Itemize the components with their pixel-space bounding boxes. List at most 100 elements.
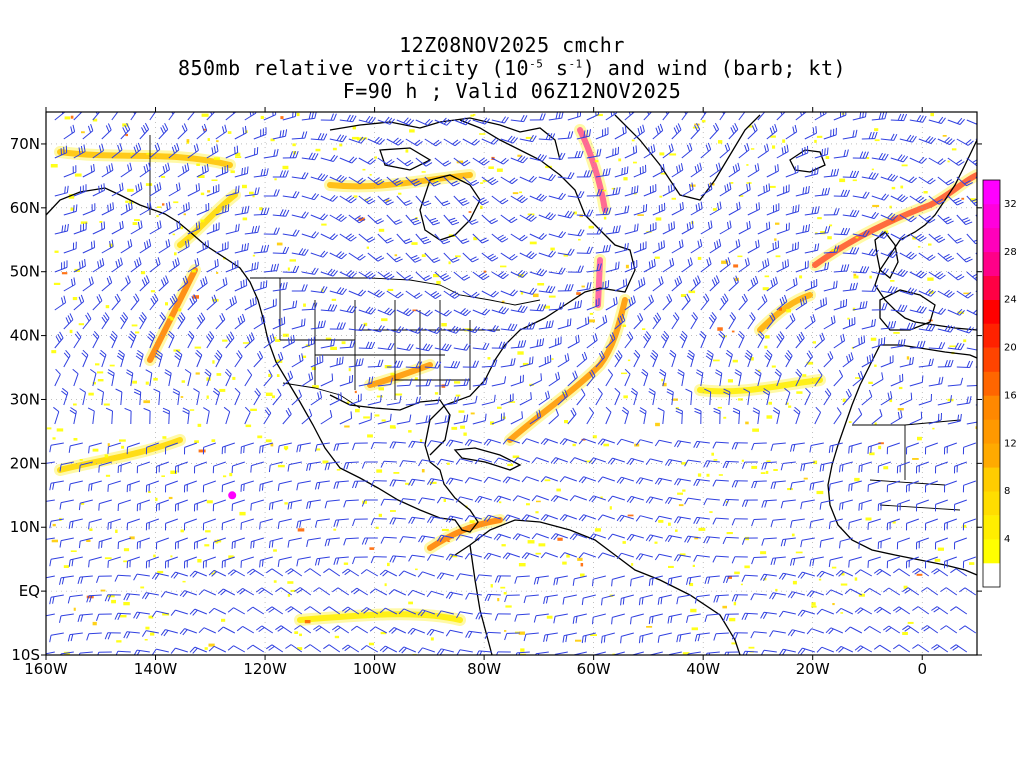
wind-barb (483, 514, 501, 522)
wind-barb (548, 336, 562, 349)
wind-barb (700, 142, 712, 159)
wind-barb (225, 295, 237, 311)
wind-barb (538, 285, 556, 294)
wind-barb (586, 369, 596, 387)
hudson-bay-coast (419, 174, 481, 241)
wind-barb (852, 265, 870, 274)
wind-barb (386, 326, 404, 334)
vorticity-speck (72, 297, 78, 301)
wind-barb (415, 343, 433, 352)
wind-barb (187, 257, 200, 273)
wind-barb (654, 439, 672, 447)
lon-label: 40W (686, 660, 720, 678)
vorticity-speck (150, 632, 155, 636)
wind-barb (858, 499, 872, 511)
vorticity-speck (219, 388, 226, 392)
vorticity-speck (725, 501, 729, 503)
vorticity-speck (947, 160, 950, 163)
title-text-a: 850mb relative vorticity (10 (177, 56, 530, 80)
vorticity-speck (537, 283, 545, 286)
vorticity-speck (352, 126, 356, 130)
wind-barb (562, 594, 577, 605)
wind-barb (937, 136, 955, 146)
wind-barb (253, 315, 266, 330)
wind-barb (770, 480, 786, 490)
vorticity-speck (191, 269, 196, 273)
wind-barb (63, 349, 71, 368)
wind-barb (348, 358, 364, 368)
wind-barb (848, 518, 862, 530)
wind-barb (676, 594, 691, 605)
wind-barb (890, 113, 908, 122)
wind-barb (212, 387, 220, 406)
wind-barb (947, 342, 965, 351)
vorticity-speck (78, 323, 84, 326)
wind-barb (162, 407, 170, 425)
vorticity-speck (257, 435, 263, 439)
wind-barb (538, 212, 556, 221)
wind-barb (304, 606, 322, 615)
wind-barb (944, 480, 957, 493)
wind-barb (825, 627, 844, 635)
wind-barb (766, 240, 780, 254)
vorticity-speck (211, 179, 218, 181)
wind-barb (819, 499, 834, 510)
vorticity-speck (694, 536, 699, 540)
vorticity-speck (116, 640, 122, 643)
vorticity-speck (216, 271, 219, 274)
wind-barb (886, 518, 900, 531)
wind-barb (719, 220, 732, 235)
vorticity-speck (646, 626, 653, 628)
wind-barb (358, 157, 376, 165)
wind-barb (483, 476, 501, 484)
wind-barb (426, 628, 444, 636)
vorticity-speck (622, 541, 626, 544)
vorticity-speck (497, 406, 502, 409)
colorbar-label: 20 (1004, 343, 1017, 354)
wind-barb (937, 214, 954, 225)
wind-barb (770, 442, 786, 452)
vorticity-speck (792, 580, 797, 585)
vorticity-speck (64, 116, 71, 120)
wind-barb (713, 594, 729, 603)
wind-barb (107, 518, 121, 530)
wind-barb (111, 143, 123, 159)
vorticity-speck (490, 421, 494, 425)
wind-barb (177, 275, 189, 292)
wind-barb (177, 202, 190, 216)
wind-barb (310, 213, 328, 221)
wind-barb (246, 606, 265, 615)
wind-barb (370, 518, 387, 526)
wind-barb (92, 112, 101, 121)
vorticity-speck (741, 459, 744, 462)
wind-barb (415, 414, 431, 425)
wind-barb (244, 187, 260, 197)
wind-barb (510, 195, 528, 204)
vorticity-speck (682, 489, 686, 492)
wind-barb (695, 369, 704, 387)
wind-barb (377, 413, 392, 425)
vorticity-speck (677, 492, 683, 495)
vorticity-speck (622, 324, 627, 327)
longitude-labels: 160W 140W 120W 100W 80W 60W 40W 20W 0 (24, 660, 927, 678)
wind-barb (88, 518, 102, 530)
wind-barb (194, 499, 207, 512)
wind-barb (700, 257, 712, 273)
vorticity-speck (883, 466, 889, 470)
wind-barb (709, 275, 720, 292)
wind-barb (940, 625, 958, 634)
wind-barb (380, 460, 397, 468)
vorticity-speck (212, 360, 215, 364)
vorticity-speck (870, 337, 877, 341)
wind-barb (79, 388, 86, 406)
wind-barb (521, 514, 539, 522)
wind-barb (415, 271, 432, 282)
wind-barb (104, 594, 121, 602)
vorticity-speck (61, 272, 68, 275)
wind-barb (255, 587, 274, 596)
vorticity-speck (131, 324, 138, 327)
wind-barb (502, 476, 520, 484)
wind-barb (177, 123, 188, 140)
vorticity-speck (536, 500, 541, 503)
wind-barb (275, 587, 293, 596)
